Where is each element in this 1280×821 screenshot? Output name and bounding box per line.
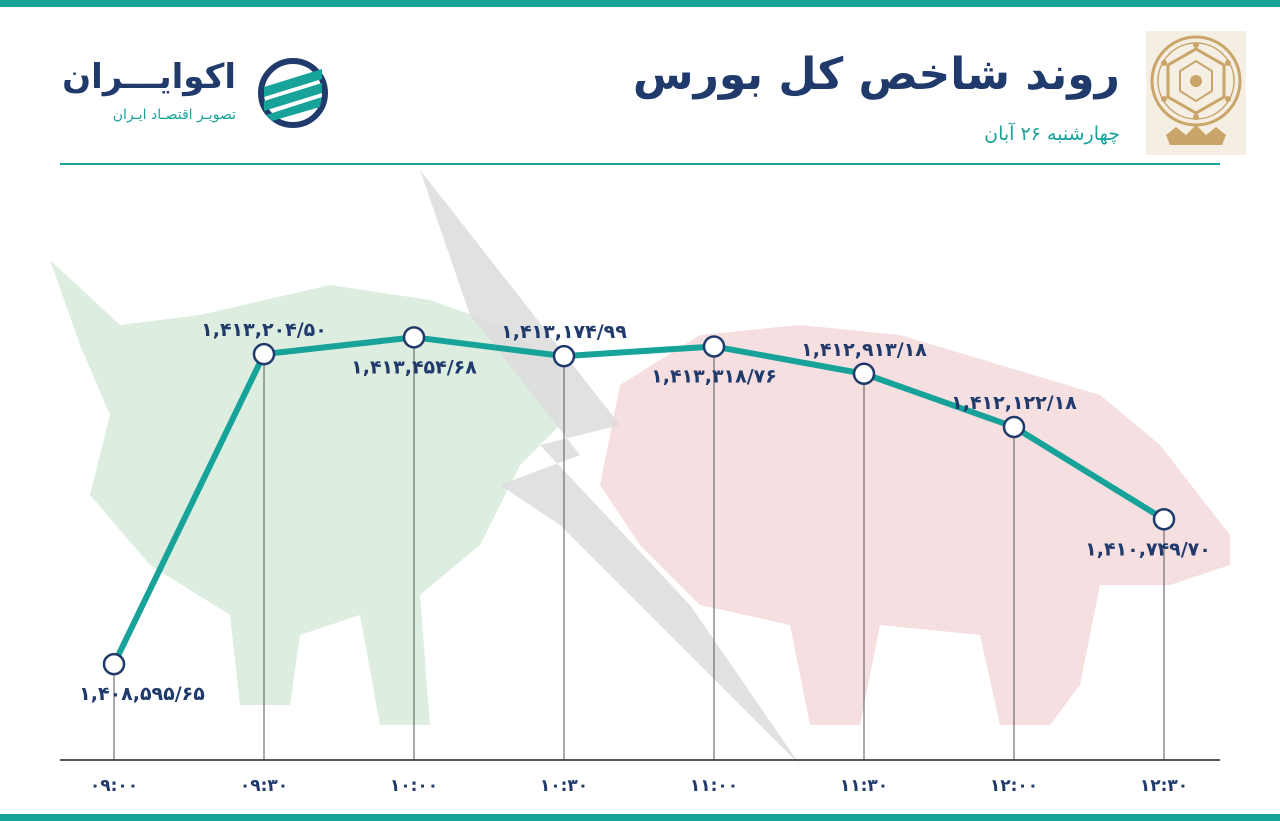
series-line bbox=[111, 334, 1167, 668]
data-point bbox=[1002, 415, 1026, 439]
index-line-chart: ۱,۴۰۸,۵۹۵/۶۵ ۱,۴۱۳,۲۰۴/۵۰ ۱,۴۱۳,۴۵۴/۶۸ ۱,۴۱… bbox=[50, 170, 1230, 796]
data-point bbox=[102, 652, 126, 676]
brand-name: اکوایـــران bbox=[62, 57, 236, 97]
x-tick-label: ۱۱:۳۰ bbox=[840, 776, 888, 796]
x-tick-label: ۱۰:۳۰ bbox=[540, 776, 588, 796]
data-points bbox=[102, 326, 1176, 676]
data-point bbox=[1152, 508, 1176, 531]
bear-silhouette bbox=[600, 325, 1230, 725]
x-tick-label: ۱۰:۰۰ bbox=[390, 776, 438, 796]
x-tick-label: ۱۱:۰۰ bbox=[690, 776, 738, 796]
data-label: ۱,۴۱۳,۳۱۸/۷۶ bbox=[651, 365, 777, 387]
x-tick-label: ۰۹:۳۰ bbox=[240, 776, 288, 796]
ecoiran-logo-icon bbox=[258, 58, 328, 128]
x-tick-label: ۱۲:۳۰ bbox=[1140, 776, 1188, 796]
header-divider bbox=[60, 163, 1220, 165]
arrow-silhouette bbox=[420, 170, 800, 765]
header: روند شاخص کل بورس چهارشنبه ۲۶ آبان اکوای… bbox=[0, 7, 1280, 165]
data-label: ۱,۴۱۲,۱۲۲/۱۸ bbox=[951, 392, 1077, 414]
page-title: روند شاخص کل بورس bbox=[632, 49, 1120, 100]
data-point bbox=[552, 344, 576, 368]
brand-tagline: تصویـر اقتصـاد ایـران bbox=[112, 107, 236, 123]
top-border bbox=[0, 0, 1280, 7]
x-tick-labels: ۰۹:۰۰ ۰۹:۳۰ ۱۰:۰۰ ۱۰:۳۰ ۱۱:۰۰ ۱۱:۳۰ ۱۲:۰۰ ۱۲:۳۰ bbox=[90, 776, 1188, 796]
data-label: ۱,۴۰۸,۵۹۵/۶۵ bbox=[79, 683, 205, 705]
page-date: چهارشنبه ۲۶ آبان bbox=[984, 123, 1120, 145]
chart-area: ۱,۴۰۸,۵۹۵/۶۵ ۱,۴۱۳,۲۰۴/۵۰ ۱,۴۱۳,۴۵۴/۶۸ ۱,۴۱… bbox=[0, 165, 1280, 805]
tehran-stock-exchange-emblem-icon bbox=[1146, 31, 1246, 155]
data-point bbox=[402, 326, 426, 349]
drop-lines bbox=[113, 337, 1165, 760]
data-point bbox=[702, 335, 726, 358]
data-label: ۱,۴۱۰,۷۴۹/۷۰ bbox=[1085, 538, 1211, 560]
brand-logo: اکوایـــران تصویـر اقتصـاد ایـران bbox=[62, 55, 332, 145]
data-point bbox=[252, 342, 276, 366]
data-label: ۱,۴۱۳,۴۵۴/۶۸ bbox=[351, 356, 477, 378]
data-point bbox=[852, 362, 876, 386]
data-label: ۱,۴۱۲,۹۱۳/۱۸ bbox=[801, 339, 927, 361]
background-illustration bbox=[50, 170, 1230, 765]
data-label: ۱,۴۱۳,۲۰۴/۵۰ bbox=[201, 319, 327, 341]
x-tick-label: ۰۹:۰۰ bbox=[90, 776, 138, 796]
x-tick-label: ۱۲:۰۰ bbox=[990, 776, 1038, 796]
bottom-border bbox=[0, 814, 1280, 821]
data-labels: ۱,۴۰۸,۵۹۵/۶۵ ۱,۴۱۳,۲۰۴/۵۰ ۱,۴۱۳,۴۵۴/۶۸ ۱,۴۱… bbox=[79, 319, 1211, 705]
data-label: ۱,۴۱۳,۱۷۴/۹۹ bbox=[501, 321, 627, 343]
bull-silhouette bbox=[50, 260, 560, 725]
